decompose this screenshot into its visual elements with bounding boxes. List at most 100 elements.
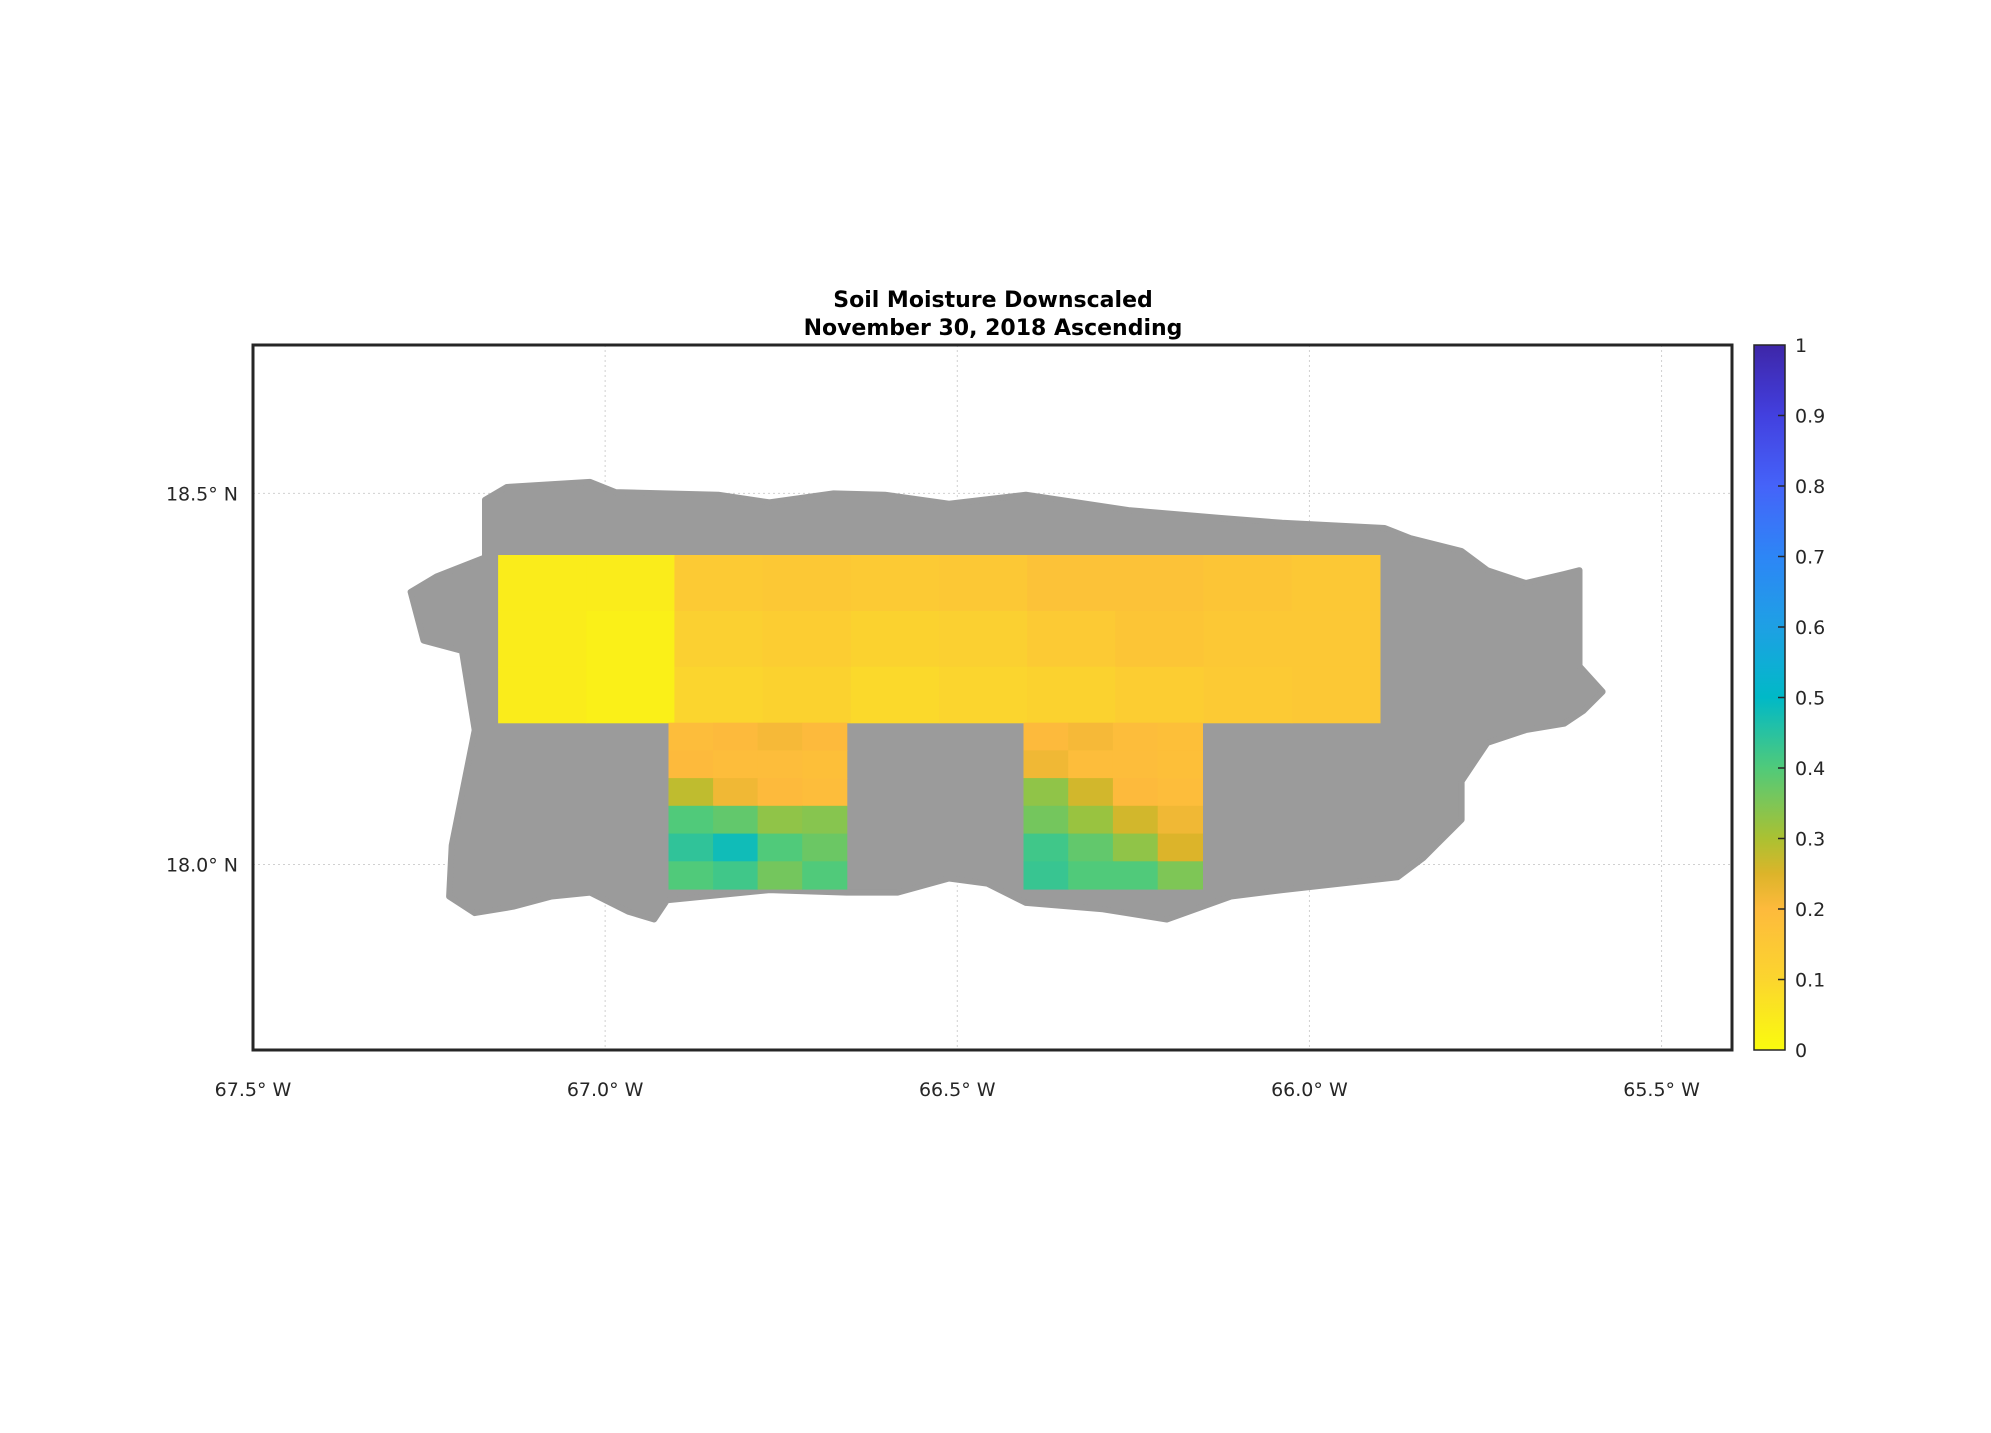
soil-moisture-cell <box>1023 805 1069 835</box>
x-tick-label: 67.5° W <box>215 1079 292 1101</box>
soil-moisture-cell <box>713 778 759 807</box>
colorbar-tick-label: 0.6 <box>1795 617 1825 639</box>
soil-moisture-cell <box>713 833 759 862</box>
soil-moisture-cell <box>1157 750 1203 779</box>
soil-moisture-cell <box>1068 750 1114 779</box>
soil-moisture-cell <box>1023 833 1069 862</box>
soil-moisture-cell <box>1157 805 1203 835</box>
soil-moisture-cell <box>1157 778 1203 807</box>
soil-moisture-cell <box>939 666 1028 724</box>
soil-moisture-cell <box>713 750 759 779</box>
soil-moisture-cell <box>850 610 940 668</box>
soil-moisture-cell <box>1112 750 1159 779</box>
soil-moisture-cell <box>586 610 676 668</box>
soil-moisture-cell <box>713 722 759 751</box>
soil-moisture-cell <box>586 555 676 612</box>
colorbar-tick-label: 0.2 <box>1795 899 1825 921</box>
soil-moisture-cell <box>498 555 587 612</box>
soil-moisture-cell <box>668 861 714 890</box>
y-tick-label: 18.0° N <box>166 854 238 876</box>
chart-title-line1: Soil Moisture Downscaled <box>833 288 1153 313</box>
axes-frame <box>251 343 1734 1052</box>
soil-moisture-cell <box>1203 666 1293 724</box>
colorbar-tick-label: 0.9 <box>1795 406 1825 428</box>
x-tick-label: 67.0° W <box>567 1079 644 1101</box>
soil-moisture-cell <box>674 610 764 668</box>
soil-moisture-cell <box>1112 778 1159 807</box>
soil-moisture-cell <box>850 666 940 724</box>
y-axis-ticks: 18.5° N 18.0° N <box>166 483 238 876</box>
soil-moisture-cell <box>762 666 852 724</box>
soil-moisture-cell <box>757 861 803 890</box>
colorbar-tick-label: 0.8 <box>1795 476 1825 498</box>
soil-moisture-cell <box>1027 666 1116 724</box>
soil-moisture-cell <box>668 805 714 835</box>
soil-moisture-cell <box>1112 805 1159 835</box>
soil-moisture-cell <box>668 833 714 862</box>
soil-moisture-cell <box>757 805 803 835</box>
soil-moisture-cell <box>802 722 848 751</box>
chart-title-line2: November 30, 2018 Ascending <box>804 316 1183 341</box>
soil-moisture-cell <box>1291 555 1381 612</box>
y-tick-label: 18.5° N <box>166 483 238 505</box>
soil-moisture-cell <box>1023 778 1069 807</box>
soil-moisture-cell <box>1068 722 1114 751</box>
soil-moisture-cell <box>1203 610 1293 668</box>
soil-moisture-cell <box>674 666 764 724</box>
soil-moisture-cell <box>850 555 940 612</box>
soil-moisture-cell <box>1068 778 1114 807</box>
soil-moisture-cell <box>1112 722 1159 751</box>
soil-moisture-cell <box>498 666 587 724</box>
soil-moisture-cell <box>1027 610 1116 668</box>
soil-moisture-cell <box>1027 555 1116 612</box>
soil-moisture-cell <box>762 610 852 668</box>
colorbar-tick-label: 0.3 <box>1795 829 1825 851</box>
soil-moisture-cell <box>1115 666 1205 724</box>
soil-moisture-cell <box>1291 666 1381 724</box>
soil-moisture-cell <box>802 778 848 807</box>
x-tick-label: 65.5° W <box>1623 1079 1700 1101</box>
soil-moisture-cell <box>713 805 759 835</box>
soil-moisture-cell <box>802 805 848 835</box>
soil-moisture-cell <box>1115 610 1205 668</box>
colorbar-tick-label: 0 <box>1795 1040 1807 1062</box>
soil-moisture-cell <box>757 833 803 862</box>
colorbar-ticks: 0 0.1 0.2 0.3 0.4 0.5 0.6 0.7 0.8 0.9 1 <box>1778 335 1825 1062</box>
soil-moisture-cell <box>757 722 803 751</box>
soil-moisture-cell <box>668 778 714 807</box>
soil-moisture-cell <box>1023 722 1069 751</box>
soil-moisture-cell <box>1115 555 1205 612</box>
soil-moisture-cell <box>1068 833 1114 862</box>
soil-moisture-cell <box>1112 833 1159 862</box>
colorbar-tick-label: 0.4 <box>1795 758 1825 780</box>
soil-moisture-cell <box>757 750 803 779</box>
soil-moisture-cell <box>1203 555 1293 612</box>
soil-moisture-cell <box>802 861 848 890</box>
data-tile-2 <box>1023 722 1203 890</box>
x-tick-label: 66.0° W <box>1271 1079 1348 1101</box>
soil-moisture-cell <box>498 610 587 668</box>
soil-moisture-cell <box>1023 750 1069 779</box>
soil-moisture-cell <box>1068 861 1114 890</box>
data-tiles <box>498 555 1381 890</box>
soil-moisture-cell <box>586 666 676 724</box>
soil-moisture-cell <box>713 861 759 890</box>
soil-moisture-cell <box>1023 861 1069 890</box>
soil-moisture-cell <box>668 750 714 779</box>
colorbar-tick-label: 0.5 <box>1795 688 1825 710</box>
soil-moisture-cell <box>802 750 848 779</box>
soil-moisture-cell <box>1157 861 1203 890</box>
data-tile-0 <box>498 555 1381 724</box>
soil-moisture-cell <box>1157 833 1203 862</box>
soil-moisture-cell <box>1068 805 1114 835</box>
colorbar-tick-label: 1 <box>1795 335 1807 357</box>
soil-moisture-cell <box>939 610 1028 668</box>
data-tile-1 <box>668 722 848 890</box>
colorbar-tick-label: 0.7 <box>1795 547 1825 569</box>
soil-moisture-cell <box>939 555 1028 612</box>
soil-moisture-cell <box>1291 610 1381 668</box>
soil-moisture-cell <box>1112 861 1159 890</box>
soil-moisture-cell <box>802 833 848 862</box>
soil-moisture-cell <box>668 722 714 751</box>
